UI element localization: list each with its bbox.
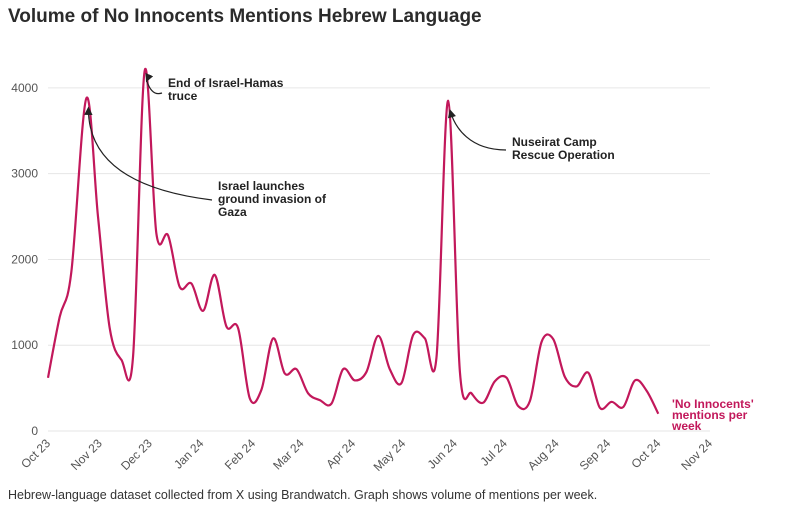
annotation-text: End of Israel-Hamas [168, 76, 284, 90]
annotation-text: Israel launches [218, 179, 305, 193]
x-tick-label: Jul 24 [477, 436, 510, 469]
x-tick-label: Nov 23 [68, 436, 105, 473]
x-tick-label: Aug 24 [525, 436, 562, 473]
annotation-arrow [447, 109, 507, 151]
y-tick-label: 2000 [11, 252, 38, 266]
annotation-text: ground invasion of [218, 192, 327, 206]
series-label-line: week [671, 419, 702, 433]
line-chart: 0 1000 2000 3000 4000 Oct 23 Nov 23 Dec 23 Jan … [11, 67, 754, 474]
x-tick-label: Feb 24 [222, 436, 259, 473]
x-tick-label: Sep 24 [577, 436, 614, 473]
y-axis-ticks: 0 1000 2000 3000 4000 [11, 81, 38, 438]
annotation-text: Rescue Operation [512, 148, 615, 162]
x-tick-label: Jan 24 [171, 436, 207, 472]
series-label-line: 'No Innocents' [672, 397, 754, 411]
annotation-arrow [84, 106, 213, 201]
chart-title: Volume of No Innocents Mentions Hebrew L… [8, 6, 482, 27]
x-tick-label: Jun 24 [425, 436, 461, 472]
chart-caption: Hebrew-language dataset collected from X… [8, 488, 598, 502]
x-axis-ticks: Oct 23 Nov 23 Dec 23 Jan 24 Feb 24 Mar 24 Apr … [18, 436, 715, 474]
series-line [46, 67, 660, 415]
annotation-text: Nuseirat Camp [512, 135, 597, 149]
y-tick-label: 3000 [11, 167, 38, 181]
y-tick-label: 0 [31, 424, 38, 438]
annotation-text: Gaza [218, 205, 247, 219]
x-tick-label: Oct 23 [18, 436, 53, 471]
x-tick-label: Oct 24 [629, 436, 664, 471]
x-tick-label: Dec 23 [118, 436, 155, 473]
series-label-line: mentions per [672, 408, 748, 422]
y-tick-label: 1000 [11, 338, 38, 352]
x-tick-label: May 24 [371, 436, 409, 474]
y-tick-label: 4000 [11, 81, 38, 95]
annotation-text: truce [168, 89, 198, 103]
x-tick-label: Mar 24 [270, 436, 307, 473]
x-tick-label: Nov 24 [678, 436, 715, 473]
x-tick-label: Apr 24 [323, 436, 358, 471]
gridlines [48, 87, 710, 432]
